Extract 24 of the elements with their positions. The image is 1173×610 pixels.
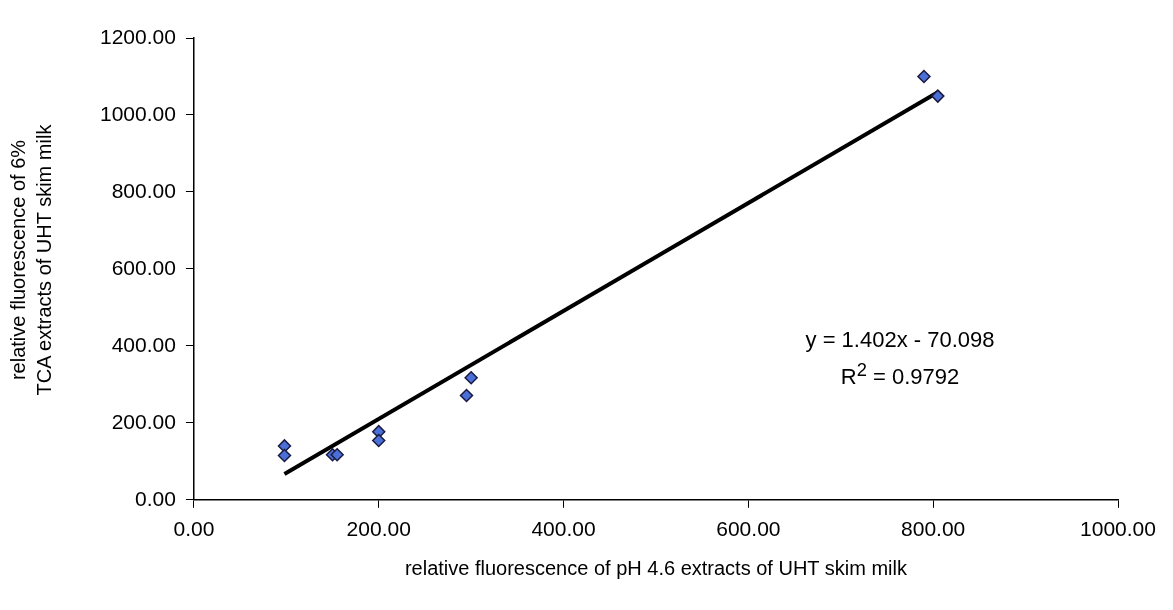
x-axis-title: relative fluorescence of pH 4.6 extracts of UHT skim milk — [404, 556, 908, 579]
point — [371, 433, 386, 448]
x-tick-label: 600.00 — [716, 517, 781, 541]
point — [931, 89, 945, 103]
point — [459, 388, 474, 403]
annotation: y = 1.402x - 70.098 — [804, 326, 996, 354]
x-tick-label: 1000.00 — [1080, 517, 1156, 541]
point — [917, 69, 931, 84]
y-tick-label: 400.00 — [111, 332, 176, 356]
y-tick-label: 600.00 — [111, 255, 176, 279]
point — [464, 371, 478, 385]
x-tick-label: 400.00 — [531, 517, 596, 541]
y-tick-label: 800.00 — [111, 178, 176, 202]
x-tick-label: 0.00 — [173, 517, 215, 541]
point — [330, 448, 344, 462]
x-tick-label: 800.00 — [901, 517, 966, 541]
y-tick-label: 1200.00 — [99, 24, 176, 48]
x-tick-label: 200.00 — [346, 517, 411, 541]
y-tick-label: 1000.00 — [99, 101, 176, 125]
annotation: R$^{2}$ = 0.9792 — [839, 358, 961, 392]
y-axis-title: relative fluorescence of 6% TCA extracts of UHT skim milk — [6, 123, 56, 398]
y-tick-label: 200.00 — [111, 409, 176, 433]
point — [277, 448, 292, 463]
y-tick-label: 0.00 — [135, 486, 176, 510]
